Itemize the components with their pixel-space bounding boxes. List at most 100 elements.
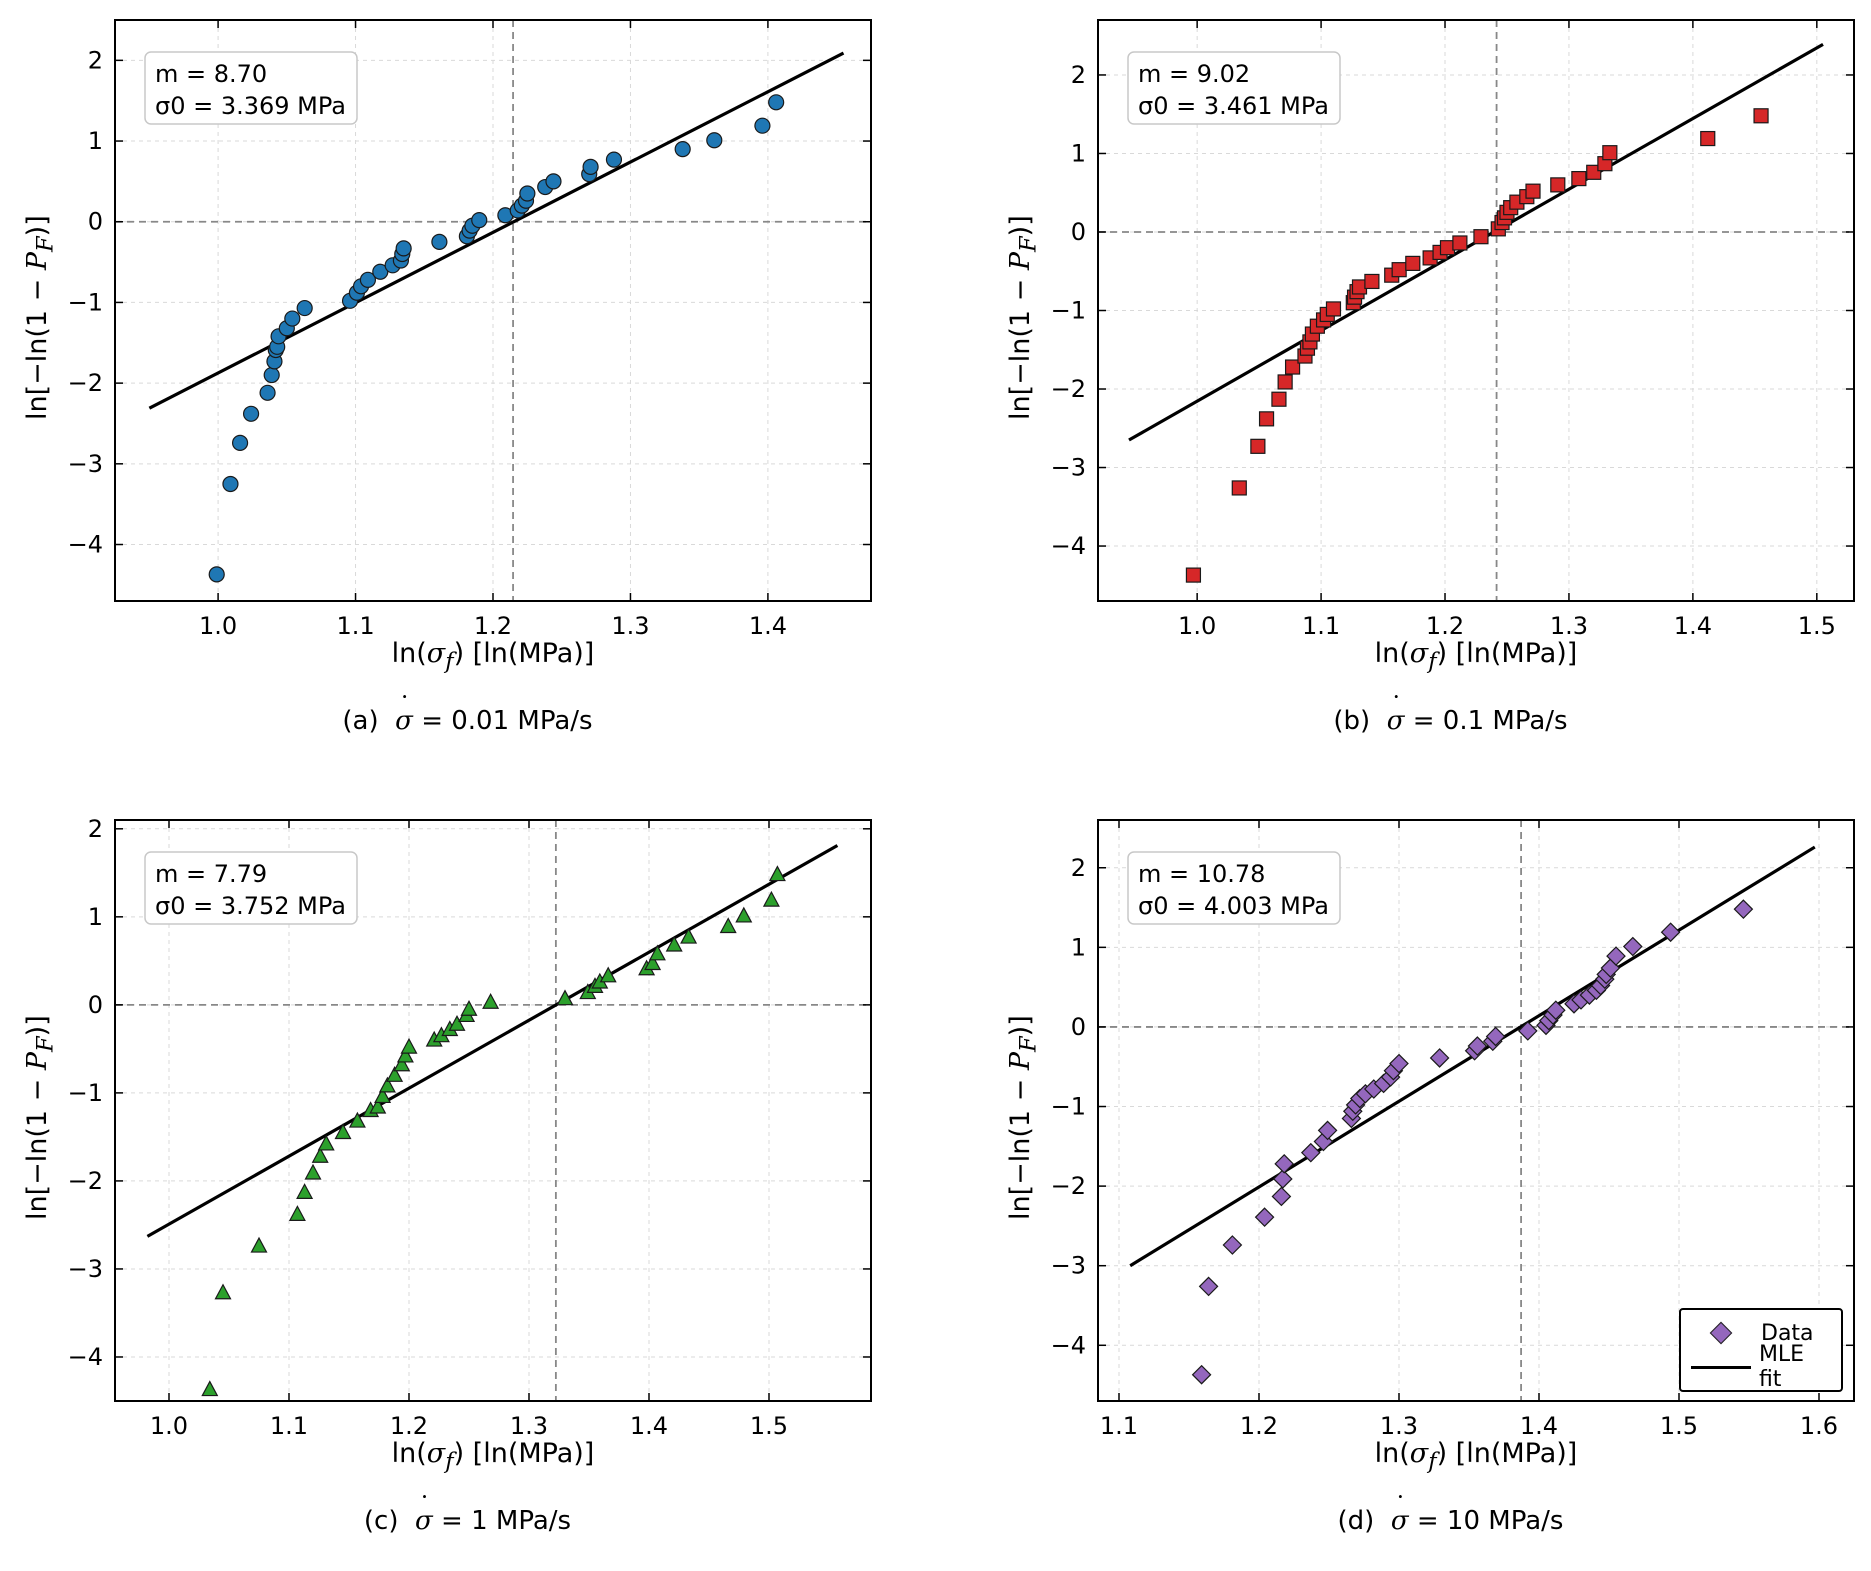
ylabel-c: ln[−ln(1 − PF)]: [22, 1015, 59, 1220]
data-point: [242, 405, 260, 422]
data-point: [208, 566, 225, 583]
chart-c-svg: 1.0 1.1 1.2 1.3 1.4 1.5 −4 −3 −2 −1 0 1 2 m = 7.79 σ0 …: [68, 815, 872, 1440]
data-point: [1602, 145, 1618, 161]
data-point: [1545, 1000, 1566, 1021]
x-tick-label: 1.0: [1178, 612, 1216, 640]
x-tick-label: 1.1: [270, 1412, 308, 1440]
x-tick-label: 1.5: [1660, 1412, 1698, 1440]
data-point: [1317, 1120, 1338, 1141]
y-tick-label: 0: [1071, 218, 1086, 246]
data-point: [519, 185, 536, 202]
data-point: [288, 1205, 306, 1221]
data-point: [1274, 1153, 1295, 1174]
y-tick-label: −4: [68, 1343, 103, 1371]
parameter-box-frame: [144, 851, 358, 925]
ylabel-b: ln[−ln(1 − PF)]: [1005, 215, 1042, 420]
ylabel-a: ln[−ln(1 − PF)]: [22, 215, 59, 420]
data-point: [431, 233, 448, 251]
data-point: [1700, 130, 1716, 147]
plot-area: 1.1 1.2 1.3 1.4 1.5 1.6 −4 −3 −2 −1 0 1 2 m = 10.78 σ0…: [1051, 819, 1855, 1440]
y-tick-label: 1: [88, 127, 103, 155]
data-point: [1300, 1142, 1321, 1163]
plot-frame: [114, 19, 872, 602]
data-point: [1284, 359, 1301, 375]
xlabel-a: ln(σf) [ln(MPa)]: [391, 638, 595, 675]
data-point: [556, 989, 574, 1006]
x-tick-label: 1.2: [1426, 612, 1464, 640]
data-point: [250, 1236, 268, 1253]
data-point: [222, 475, 239, 493]
caption-c: (c) σ = 1 MPa/s: [0, 1492, 935, 1536]
legend: Data MLE fit: [1679, 1308, 1843, 1392]
parameter-box-frame: [144, 51, 358, 125]
data-point: [1258, 411, 1275, 427]
data-point: [680, 927, 698, 944]
y-tick-label: −3: [1051, 454, 1086, 482]
legend-fit-line: [1691, 1357, 1751, 1377]
data-point: [605, 151, 623, 168]
data-point: [1250, 438, 1266, 454]
data-point: [1405, 255, 1421, 271]
data-point: [1429, 1048, 1450, 1068]
x-tick-label: 1.1: [1100, 1412, 1138, 1440]
data-point: [304, 1163, 322, 1180]
data-point: [1606, 946, 1626, 966]
data-point: [665, 935, 683, 952]
data-point: [1517, 1021, 1538, 1041]
data-point: [471, 212, 488, 229]
data-point: [311, 1147, 329, 1163]
data-point: [296, 299, 313, 317]
data-point: [317, 1134, 335, 1151]
m-value-label: m = 9.02: [1138, 60, 1250, 88]
data-point: [374, 1087, 392, 1104]
data-point: [599, 966, 617, 983]
x-tick-label: 1.6: [1800, 1412, 1838, 1440]
sigma0-value-label: σ0 = 3.752 MPa: [155, 892, 346, 920]
data-point: [768, 865, 786, 882]
panel-b: 1.0 1.1 1.2 1.3 1.4 1.5 −4 −3 −2 −1 0 1 2 m = 9.02 σ0 …: [983, 0, 1871, 771]
ylabel-d: ln[−ln(1 − PF)]: [1005, 1015, 1042, 1220]
parameter-box: m = 8.70 σ0 = 3.369 MPa: [144, 51, 358, 125]
data-point: [1191, 1364, 1212, 1385]
y-tick-label: −1: [1051, 1093, 1086, 1121]
data-point: [754, 117, 771, 134]
x-tick-label: 1.2: [390, 1412, 428, 1440]
data-point: [582, 158, 599, 175]
y-tick-label: −3: [68, 1255, 103, 1283]
parameter-box: m = 7.79 σ0 = 3.752 MPa: [144, 851, 358, 925]
data-point: [1364, 273, 1380, 290]
y-tick-label: −2: [68, 369, 103, 397]
data-point: [1391, 262, 1407, 278]
data-point: [674, 141, 691, 158]
data-point: [1185, 567, 1202, 583]
sigma0-value-label: σ0 = 4.003 MPa: [1138, 892, 1329, 920]
data-point: [762, 890, 780, 907]
y-tick-label: −3: [1051, 1252, 1086, 1280]
sigma0-value-label: σ0 = 3.369 MPa: [155, 92, 346, 120]
data-point: [1277, 374, 1293, 390]
data-point: [396, 1046, 414, 1063]
x-tick-label: 1.5: [1798, 612, 1836, 640]
data-point: [259, 384, 276, 401]
mle-fit-line: [148, 51, 845, 410]
data-point: [1622, 936, 1643, 957]
y-tick-label: 0: [1071, 1013, 1086, 1041]
data-point: [1271, 1186, 1292, 1207]
x-tick-label: 1.2: [1240, 1412, 1278, 1440]
parameter-box-frame: [1127, 851, 1341, 925]
x-tick-label: 1.3: [510, 1412, 548, 1440]
x-tick-label: 1.0: [150, 1412, 188, 1440]
data-point: [348, 1111, 366, 1128]
y-tick-label: 0: [88, 208, 103, 236]
parameter-box: m = 9.02 σ0 = 3.461 MPa: [1127, 51, 1341, 125]
legend-data-marker: [1691, 1321, 1751, 1345]
data-point: [1473, 229, 1489, 245]
data-point: [231, 434, 249, 451]
data-point: [386, 1066, 404, 1082]
x-tick-label: 1.0: [199, 612, 237, 640]
x-tick-label: 1.1: [1302, 612, 1340, 640]
y-tick-label: −4: [1051, 532, 1086, 560]
m-value-label: m = 8.70: [155, 60, 267, 88]
plot-area: 1.0 1.1 1.2 1.3 1.4 1.5 −4 −3 −2 −1 0 1 2 m = 7.79 σ0 …: [68, 815, 872, 1440]
legend-fit-row: MLE fit: [1691, 1342, 1831, 1392]
